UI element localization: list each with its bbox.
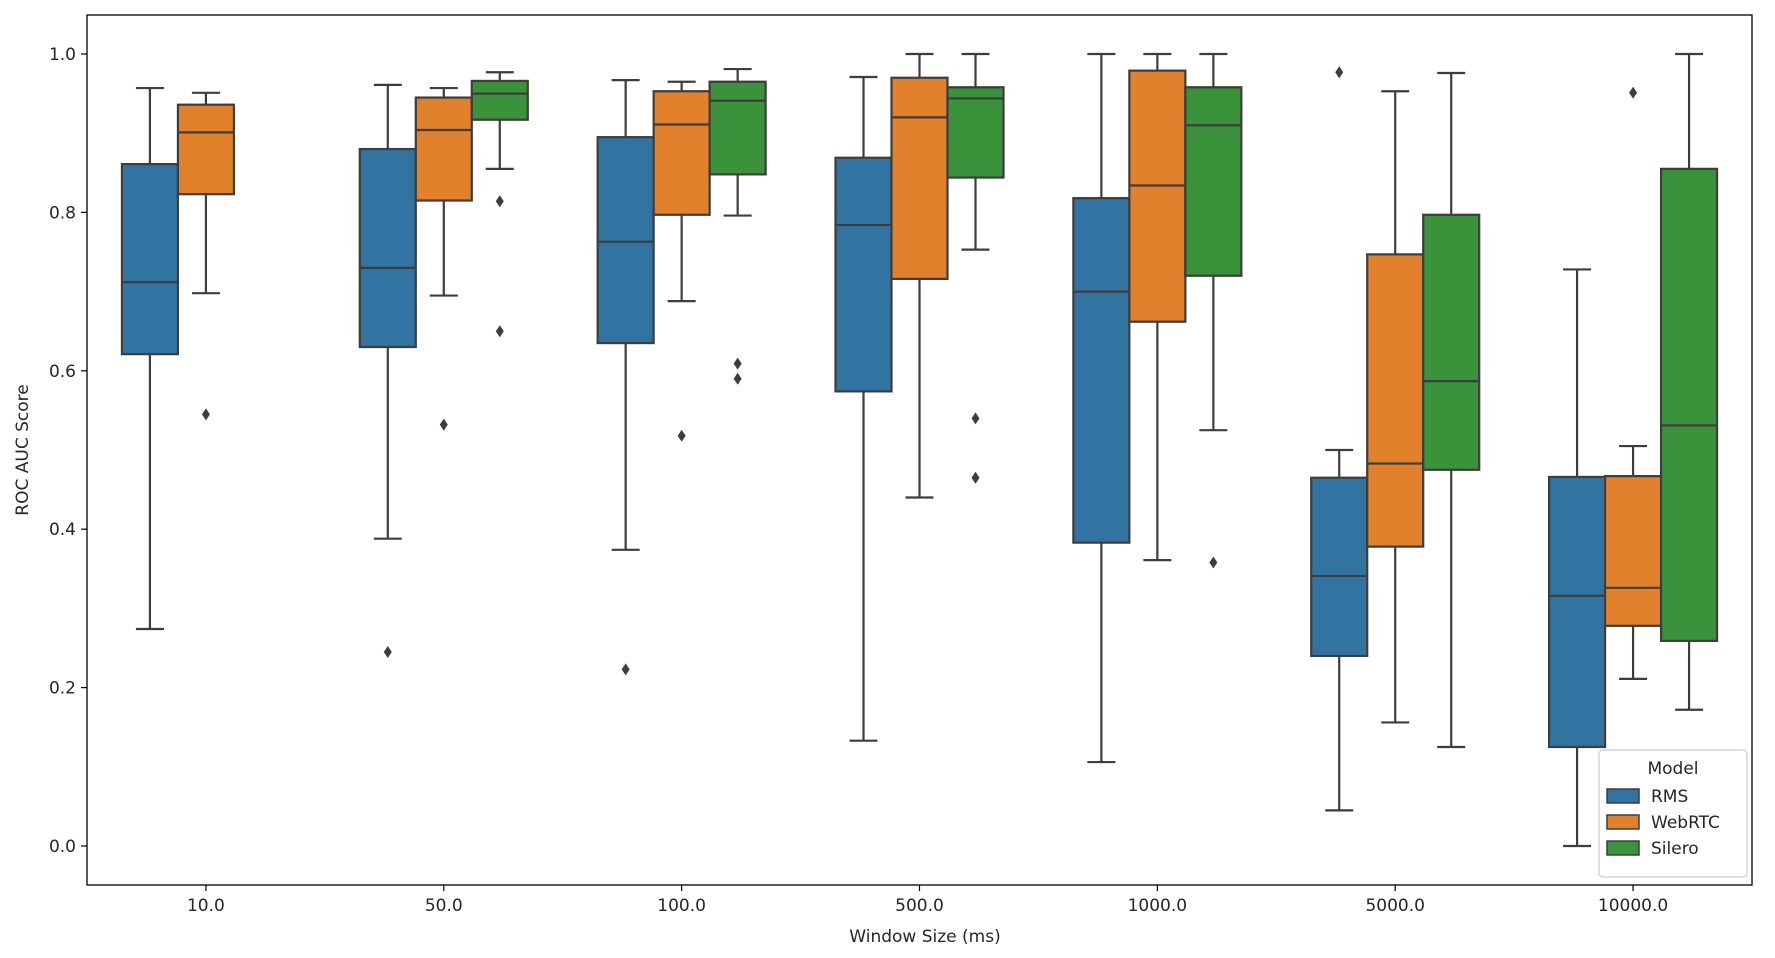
iqr-box bbox=[1603, 475, 1663, 627]
iqr-box bbox=[120, 162, 180, 356]
box-silero-50.0 bbox=[470, 71, 529, 338]
legend: Model RMS WebRTC Silero bbox=[1598, 749, 1748, 878]
legend-swatch-silero bbox=[1606, 840, 1640, 856]
outlier-point bbox=[1629, 86, 1638, 99]
iqr-box bbox=[1547, 475, 1607, 749]
box-rms-100.0 bbox=[596, 79, 655, 676]
iqr-box bbox=[358, 147, 417, 349]
iqr-box bbox=[1366, 253, 1425, 548]
iqr-box bbox=[652, 90, 711, 216]
box-webrtc-5000.0 bbox=[1366, 90, 1425, 724]
iqr-box bbox=[1072, 197, 1131, 544]
outlier-point bbox=[495, 325, 504, 338]
iqr-box bbox=[946, 86, 1005, 179]
box-webrtc-500.0 bbox=[890, 52, 949, 499]
x-tick-label: 500.0 bbox=[895, 896, 944, 916]
legend-swatch-rms bbox=[1606, 788, 1640, 804]
outlier-point bbox=[201, 408, 210, 421]
box-rms-10.0 bbox=[120, 86, 180, 631]
outlier-point bbox=[495, 195, 504, 208]
iqr-box bbox=[470, 79, 529, 121]
box-webrtc-10000.0 bbox=[1603, 86, 1663, 680]
box-rms-10000.0 bbox=[1547, 268, 1607, 848]
iqr-box bbox=[1128, 69, 1187, 323]
box-rms-50.0 bbox=[358, 83, 417, 658]
plot-frame bbox=[86, 14, 1753, 886]
outlier-point bbox=[383, 645, 392, 658]
x-axis-label: Window Size (ms) bbox=[849, 927, 1000, 947]
box-rms-1000.0 bbox=[1072, 52, 1131, 764]
y-axis-label: ROC AUC Score bbox=[13, 384, 33, 515]
iqr-box bbox=[414, 96, 473, 202]
outlier-point bbox=[1209, 556, 1218, 569]
iqr-box bbox=[1659, 167, 1719, 642]
iqr-box bbox=[1422, 213, 1481, 471]
outlier-point bbox=[733, 357, 742, 370]
legend-title: Model bbox=[1647, 759, 1698, 779]
y-tick-label: 1.0 bbox=[49, 45, 76, 65]
box-silero-10000.0 bbox=[1659, 52, 1719, 711]
iqr-box bbox=[834, 156, 893, 393]
outlier-point bbox=[733, 372, 742, 385]
legend-label-webrtc: WebRTC bbox=[1651, 813, 1720, 833]
iqr-box bbox=[708, 80, 767, 176]
y-tick-label: 0.0 bbox=[49, 837, 76, 857]
outlier-point bbox=[621, 663, 630, 676]
iqr-box bbox=[596, 136, 655, 345]
x-axis: 10.0 50.0 100.0 500.0 1000.0 5000.0 10000.0 bbox=[187, 885, 1668, 916]
box-rms-5000.0 bbox=[1310, 66, 1369, 812]
x-tick-label: 10000.0 bbox=[1598, 896, 1668, 916]
box-silero-100.0 bbox=[708, 67, 767, 385]
box-silero-1000.0 bbox=[1184, 52, 1243, 569]
outlier-point bbox=[971, 412, 980, 425]
outlier-point bbox=[971, 471, 980, 484]
plot-area bbox=[120, 52, 1719, 848]
box-webrtc-100.0 bbox=[652, 80, 711, 442]
box-silero-500.0 bbox=[946, 52, 1005, 484]
legend-swatch-webrtc bbox=[1606, 814, 1640, 830]
y-tick-label: 0.4 bbox=[49, 520, 76, 540]
iqr-box bbox=[176, 103, 236, 196]
x-tick-label: 10.0 bbox=[187, 896, 225, 916]
iqr-box bbox=[1310, 476, 1369, 658]
x-tick-label: 5000.0 bbox=[1365, 896, 1424, 916]
outlier-point bbox=[1335, 66, 1344, 79]
iqr-box bbox=[1184, 86, 1243, 277]
y-tick-label: 0.6 bbox=[49, 362, 76, 382]
y-axis: 0.0 0.2 0.4 0.6 0.8 1.0 bbox=[49, 45, 87, 857]
iqr-box bbox=[890, 76, 949, 281]
legend-label-silero: Silero bbox=[1651, 839, 1699, 859]
outlier-point bbox=[677, 429, 686, 442]
box-webrtc-1000.0 bbox=[1128, 52, 1187, 562]
box-rms-500.0 bbox=[834, 75, 893, 742]
legend-label-rms: RMS bbox=[1651, 787, 1688, 807]
x-tick-label: 50.0 bbox=[425, 896, 463, 916]
x-tick-label: 100.0 bbox=[657, 896, 706, 916]
box-silero-5000.0 bbox=[1422, 71, 1481, 749]
x-tick-label: 1000.0 bbox=[1128, 896, 1187, 916]
y-tick-label: 0.8 bbox=[49, 203, 76, 223]
box-webrtc-50.0 bbox=[414, 86, 473, 431]
box-webrtc-10.0 bbox=[176, 91, 236, 421]
y-tick-label: 0.2 bbox=[49, 679, 76, 699]
outlier-point bbox=[439, 418, 448, 431]
